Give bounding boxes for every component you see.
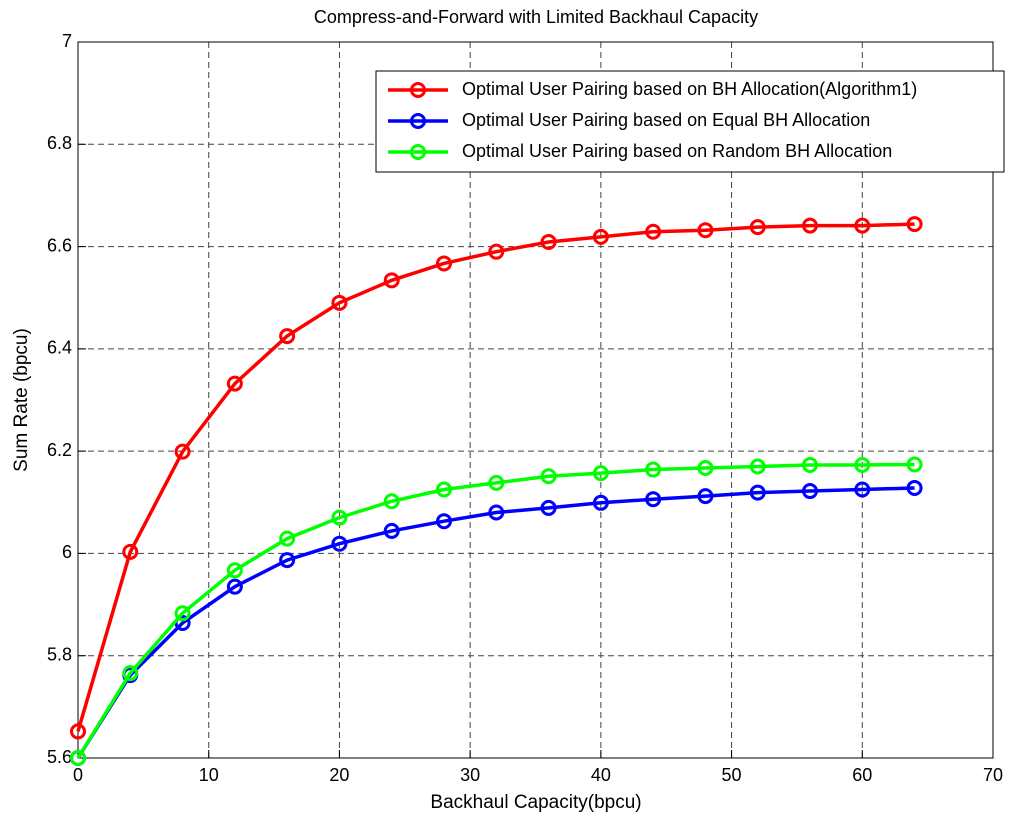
x-tick-label: 30 — [460, 765, 480, 785]
data-point — [854, 456, 871, 473]
data-point — [383, 493, 400, 510]
data-point — [802, 483, 818, 500]
data-point — [279, 552, 296, 569]
y-tick-label: 6.6 — [47, 235, 72, 255]
data-point — [383, 272, 400, 289]
data-point — [697, 460, 714, 477]
legend-label: Optimal User Pairing based on Equal BH A… — [462, 110, 870, 130]
data-point — [331, 509, 348, 526]
y-axis-label: Sum Rate (bpcu) — [11, 328, 32, 472]
data-point — [540, 233, 557, 250]
data-point — [749, 484, 766, 501]
data-point — [802, 217, 818, 234]
data-point — [436, 481, 452, 498]
y-tick-label: 6.8 — [47, 133, 72, 153]
data-point — [645, 461, 662, 478]
data-point — [383, 522, 400, 539]
plot-frame — [77, 41, 994, 759]
y-tick-label: 6 — [62, 542, 72, 562]
data-point — [488, 474, 505, 491]
x-tick-label: 10 — [199, 765, 219, 785]
x-tick-label: 0 — [73, 765, 83, 785]
data-point — [592, 228, 609, 245]
data-point — [697, 222, 714, 239]
x-tick-label: 20 — [329, 765, 349, 785]
data-point — [540, 468, 557, 485]
data-point — [749, 219, 766, 236]
y-tick-label: 5.6 — [47, 747, 72, 767]
x-axis-label: Backhaul Capacity(bpcu) — [430, 792, 641, 813]
data-point — [645, 223, 662, 240]
data-point — [279, 328, 296, 345]
legend-box — [375, 70, 1005, 173]
legend-label: Optimal User Pairing based on Random BH … — [462, 141, 892, 161]
data-point — [122, 665, 139, 682]
data-point — [331, 294, 348, 311]
data-point — [697, 488, 714, 505]
legend-marker — [410, 144, 426, 160]
data-point — [279, 530, 296, 547]
series-line — [76, 222, 915, 732]
data-point — [906, 456, 923, 473]
x-tick-label: 50 — [722, 765, 742, 785]
data-point — [488, 243, 505, 260]
y-tick-label: 7 — [62, 31, 72, 51]
data-point — [226, 578, 243, 595]
data-point — [854, 481, 871, 498]
data-point — [802, 456, 818, 473]
data-point — [906, 216, 923, 233]
data-point — [592, 465, 609, 482]
data-point — [331, 535, 348, 552]
data-point — [174, 605, 191, 622]
data-point — [645, 491, 662, 508]
y-tick-label: 6.2 — [47, 440, 72, 460]
data-point — [749, 458, 766, 475]
data-point — [436, 255, 452, 272]
data-point — [592, 494, 609, 511]
legend-marker — [410, 82, 426, 98]
legend-marker — [410, 113, 426, 129]
data-point — [540, 499, 557, 516]
series-line — [76, 486, 915, 759]
data-point — [906, 479, 923, 496]
y-tick-label: 5.8 — [47, 644, 72, 664]
series-line — [76, 462, 915, 759]
data-point — [488, 504, 505, 521]
data-point — [226, 375, 243, 392]
y-tick-label: 6.4 — [47, 338, 72, 358]
data-point — [226, 562, 243, 579]
legend-label: Optimal User Pairing based on BH Allocat… — [462, 79, 917, 99]
data-point — [70, 750, 86, 766]
x-tick-label: 70 — [983, 765, 1003, 785]
data-point — [122, 543, 139, 560]
data-point — [174, 443, 191, 460]
data-point — [436, 513, 452, 530]
data-point — [854, 217, 871, 234]
x-tick-label: 60 — [852, 765, 872, 785]
data-point — [70, 723, 86, 740]
chart-title: Compress-and-Forward with Limited Backha… — [314, 7, 758, 27]
x-tick-label: 40 — [591, 765, 611, 785]
